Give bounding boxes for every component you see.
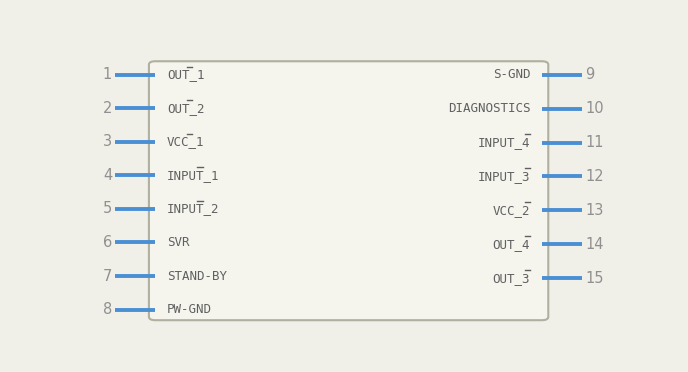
Text: STAND-BY: STAND-BY: [167, 270, 227, 283]
Text: 8: 8: [103, 302, 112, 317]
Text: 10: 10: [585, 101, 603, 116]
Text: INPUT_2: INPUT_2: [167, 202, 219, 215]
Text: 9: 9: [585, 67, 594, 82]
Text: 12: 12: [585, 169, 603, 184]
Text: S-GND: S-GND: [493, 68, 530, 81]
Text: INPUT_3: INPUT_3: [477, 170, 530, 183]
Text: OUT_2: OUT_2: [167, 102, 204, 115]
Text: 15: 15: [585, 270, 603, 286]
Text: 5: 5: [103, 201, 112, 217]
Text: 3: 3: [103, 134, 112, 149]
Text: 7: 7: [103, 269, 112, 283]
FancyBboxPatch shape: [149, 61, 548, 320]
Text: INPUT_1: INPUT_1: [167, 169, 219, 182]
Text: OUT_4: OUT_4: [493, 238, 530, 251]
Text: 2: 2: [103, 101, 112, 116]
Text: PW-GND: PW-GND: [167, 303, 212, 316]
Text: 11: 11: [585, 135, 603, 150]
Text: SVR: SVR: [167, 236, 190, 249]
Text: VCC_2: VCC_2: [493, 204, 530, 217]
Text: 14: 14: [585, 237, 603, 252]
Text: 13: 13: [585, 203, 603, 218]
Text: OUT_3: OUT_3: [493, 272, 530, 285]
Text: 1: 1: [103, 67, 112, 82]
Text: 4: 4: [103, 168, 112, 183]
Text: INPUT_4: INPUT_4: [477, 136, 530, 149]
Text: DIAGNOSTICS: DIAGNOSTICS: [448, 102, 530, 115]
Text: OUT_1: OUT_1: [167, 68, 204, 81]
Text: VCC_1: VCC_1: [167, 135, 204, 148]
Text: 6: 6: [103, 235, 112, 250]
